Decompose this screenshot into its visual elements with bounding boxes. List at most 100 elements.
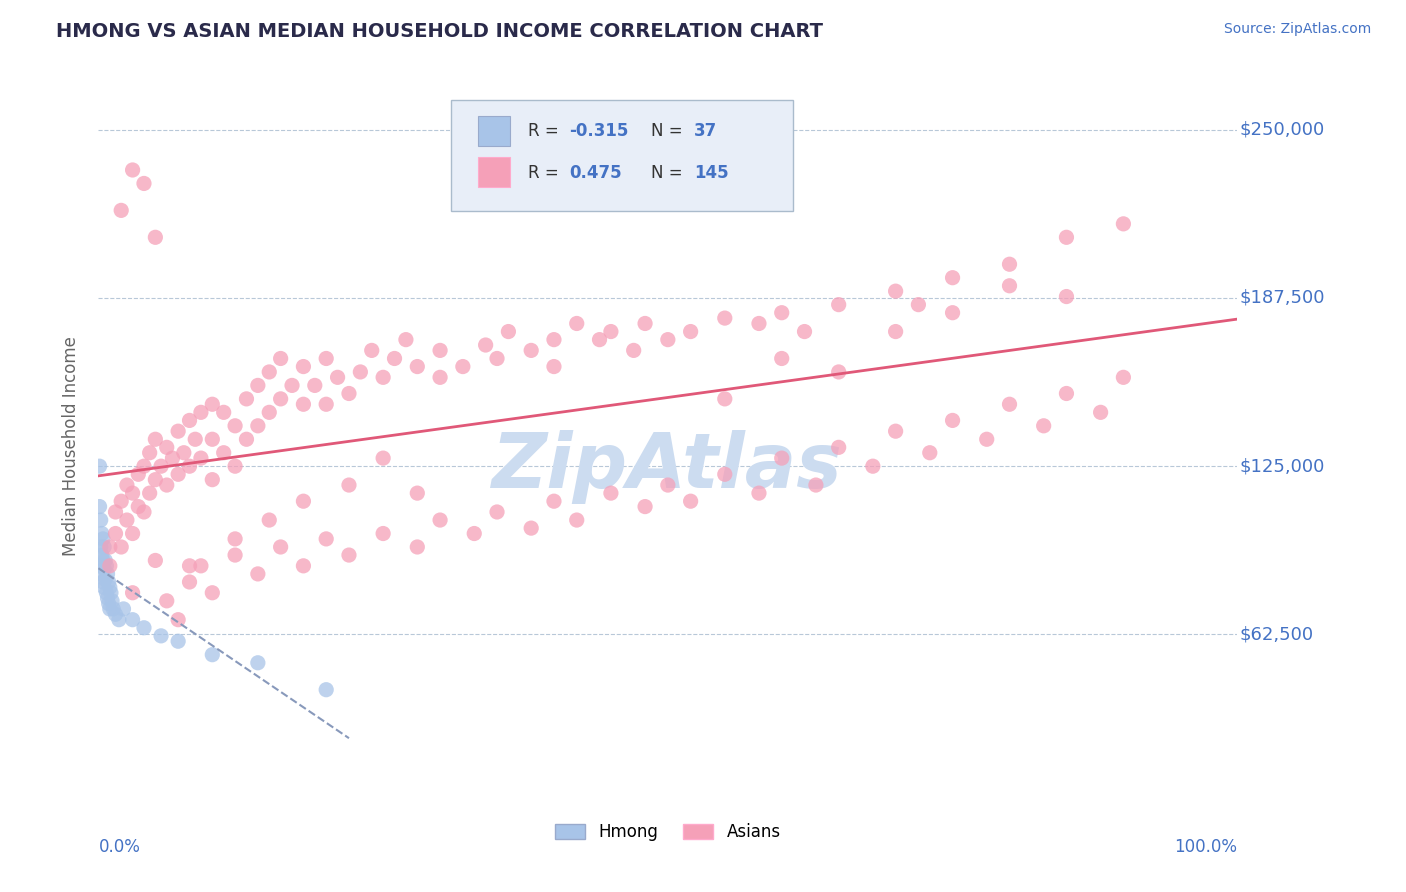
- Text: -0.315: -0.315: [569, 122, 628, 140]
- Point: [270, 540, 292, 554]
- Point: [115, 513, 138, 527]
- Point: [498, 325, 520, 339]
- Point: [224, 418, 246, 433]
- Point: [162, 451, 184, 466]
- Point: [145, 230, 167, 244]
- Point: [132, 621, 155, 635]
- Point: [907, 298, 929, 312]
- Point: [304, 378, 326, 392]
- Point: [97, 574, 120, 589]
- Point: [108, 613, 131, 627]
- Point: [98, 558, 121, 573]
- Point: [862, 459, 884, 474]
- Point: [121, 613, 143, 627]
- Point: [91, 532, 114, 546]
- Point: [121, 486, 143, 500]
- Point: [828, 298, 851, 312]
- Point: [714, 311, 737, 326]
- Text: R =: R =: [527, 122, 564, 140]
- Point: [167, 467, 190, 482]
- Text: R =: R =: [527, 164, 564, 182]
- Point: [371, 370, 394, 384]
- Point: [98, 540, 121, 554]
- Point: [246, 656, 269, 670]
- Point: [429, 343, 451, 358]
- Point: [828, 365, 851, 379]
- Point: [828, 441, 851, 455]
- Point: [212, 446, 235, 460]
- Point: [748, 317, 770, 331]
- Point: [942, 270, 965, 285]
- Point: [259, 513, 281, 527]
- Point: [179, 459, 201, 474]
- Point: [132, 459, 155, 474]
- Point: [179, 558, 201, 573]
- FancyBboxPatch shape: [478, 157, 509, 187]
- Text: $125,000: $125,000: [1240, 458, 1324, 475]
- Point: [565, 317, 588, 331]
- Point: [679, 325, 702, 339]
- Point: [259, 405, 281, 419]
- Point: [429, 370, 451, 384]
- Point: [104, 505, 127, 519]
- Point: [884, 284, 907, 298]
- Point: [90, 548, 112, 562]
- Legend: Hmong, Asians: Hmong, Asians: [548, 817, 787, 848]
- Text: HMONG VS ASIAN MEDIAN HOUSEHOLD INCOME CORRELATION CHART: HMONG VS ASIAN MEDIAN HOUSEHOLD INCOME C…: [56, 22, 824, 41]
- Point: [292, 558, 315, 573]
- Point: [90, 566, 112, 581]
- Point: [145, 473, 167, 487]
- Point: [326, 370, 349, 384]
- Point: [173, 446, 195, 460]
- Point: [315, 397, 337, 411]
- Point: [179, 413, 201, 427]
- Point: [90, 526, 112, 541]
- Point: [150, 459, 173, 474]
- Point: [714, 392, 737, 406]
- Point: [770, 351, 793, 366]
- Point: [96, 591, 118, 606]
- Point: [156, 478, 179, 492]
- Point: [1112, 370, 1135, 384]
- Point: [315, 532, 337, 546]
- Point: [588, 333, 610, 347]
- Point: [167, 634, 190, 648]
- Point: [246, 566, 269, 581]
- Point: [942, 306, 965, 320]
- Point: [96, 558, 118, 573]
- Point: [884, 424, 907, 438]
- Point: [138, 486, 160, 500]
- Point: [212, 405, 235, 419]
- Point: [429, 513, 451, 527]
- Point: [115, 478, 138, 492]
- Point: [463, 526, 485, 541]
- Point: [406, 540, 429, 554]
- Point: [406, 486, 429, 500]
- Point: [96, 566, 118, 581]
- Point: [201, 432, 224, 446]
- Point: [121, 163, 143, 178]
- Point: [101, 594, 124, 608]
- Point: [600, 325, 623, 339]
- Point: [235, 392, 257, 406]
- Point: [145, 432, 167, 446]
- Point: [156, 594, 179, 608]
- Point: [103, 602, 125, 616]
- Point: [94, 572, 117, 586]
- Point: [201, 473, 224, 487]
- Text: Source: ZipAtlas.com: Source: ZipAtlas.com: [1223, 22, 1371, 37]
- Point: [770, 451, 793, 466]
- Point: [543, 494, 565, 508]
- Point: [112, 602, 135, 616]
- Point: [337, 548, 360, 562]
- Point: [998, 278, 1021, 293]
- Point: [90, 540, 112, 554]
- Point: [1032, 418, 1054, 433]
- Text: 0.475: 0.475: [569, 164, 621, 182]
- Point: [104, 607, 127, 622]
- Point: [270, 351, 292, 366]
- Text: 37: 37: [695, 122, 717, 140]
- Point: [349, 365, 371, 379]
- Point: [486, 351, 509, 366]
- Point: [179, 574, 201, 589]
